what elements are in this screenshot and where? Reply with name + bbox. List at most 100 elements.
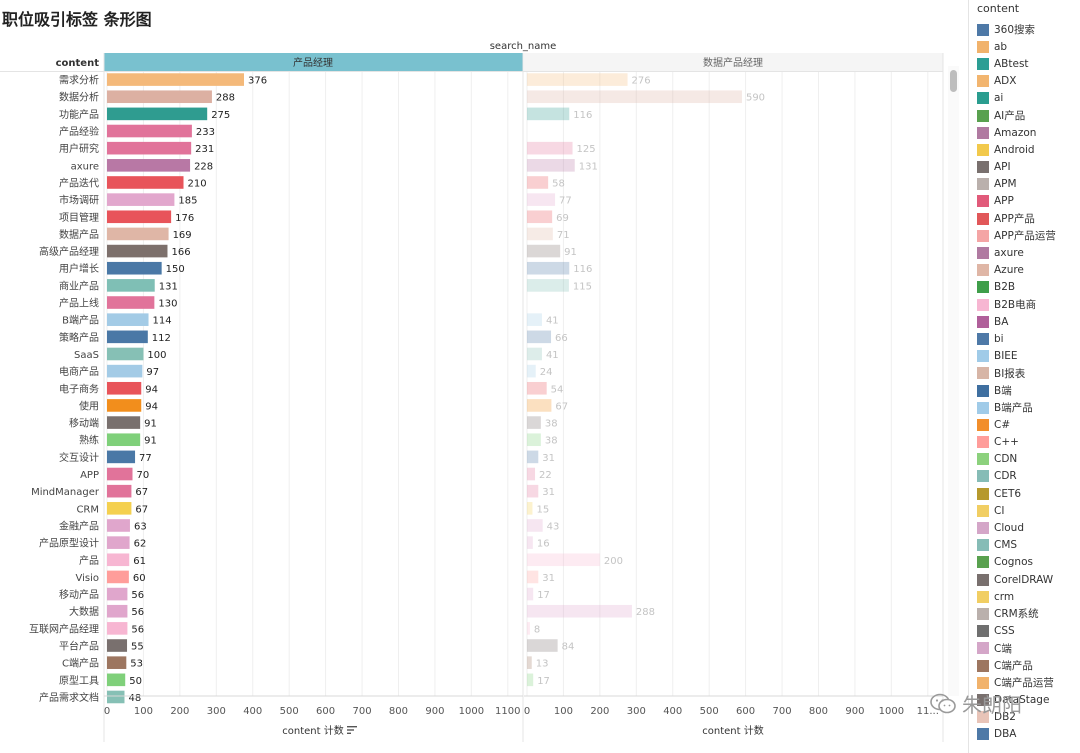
bar[interactable] bbox=[107, 244, 168, 258]
bar[interactable] bbox=[527, 502, 533, 515]
bar[interactable] bbox=[527, 622, 530, 635]
bar[interactable] bbox=[107, 416, 141, 429]
legend-item[interactable]: ADX bbox=[977, 73, 1056, 90]
bar[interactable] bbox=[527, 381, 547, 395]
vertical-scrollbar-track[interactable] bbox=[948, 66, 959, 696]
legend-item[interactable]: BI报表 bbox=[977, 365, 1056, 382]
bar[interactable] bbox=[107, 124, 192, 138]
bar[interactable] bbox=[107, 433, 141, 447]
legend-item[interactable]: CMS bbox=[977, 537, 1056, 554]
legend-item[interactable]: APP产品 bbox=[977, 210, 1056, 227]
bar[interactable] bbox=[527, 570, 539, 584]
sort-icon[interactable] bbox=[346, 724, 358, 736]
bar[interactable] bbox=[527, 484, 539, 498]
legend-item[interactable]: 360搜索 bbox=[977, 21, 1056, 38]
bar[interactable] bbox=[107, 364, 143, 378]
bar[interactable] bbox=[527, 467, 536, 481]
legend-item[interactable]: DataStage bbox=[977, 691, 1056, 708]
bar[interactable] bbox=[527, 639, 558, 652]
bar[interactable] bbox=[527, 673, 534, 687]
legend-item[interactable]: CET6 bbox=[977, 485, 1056, 502]
bar[interactable] bbox=[527, 364, 536, 378]
bar[interactable] bbox=[107, 570, 129, 584]
legend-item[interactable]: B2B bbox=[977, 279, 1056, 296]
legend-item[interactable]: Azure bbox=[977, 262, 1056, 279]
bar[interactable] bbox=[527, 227, 553, 241]
bar[interactable] bbox=[527, 587, 534, 601]
bar[interactable] bbox=[527, 519, 543, 532]
bar[interactable] bbox=[527, 656, 532, 669]
bar[interactable] bbox=[527, 244, 561, 258]
bar[interactable] bbox=[107, 673, 126, 687]
bar[interactable] bbox=[107, 210, 172, 224]
legend-item[interactable]: CorelDRAW bbox=[977, 571, 1056, 588]
bar[interactable] bbox=[107, 639, 128, 652]
bar[interactable] bbox=[107, 261, 162, 275]
bar[interactable] bbox=[527, 210, 553, 224]
legend-item[interactable]: BA bbox=[977, 313, 1056, 330]
legend-item[interactable]: axure bbox=[977, 244, 1056, 261]
bar[interactable] bbox=[107, 484, 132, 498]
legend-item[interactable]: C# bbox=[977, 416, 1056, 433]
bar[interactable] bbox=[527, 193, 556, 206]
bar[interactable] bbox=[107, 279, 155, 292]
legend-item[interactable]: Cognos bbox=[977, 554, 1056, 571]
bar[interactable] bbox=[527, 416, 541, 429]
legend-item[interactable]: C端 bbox=[977, 640, 1056, 657]
bar[interactable] bbox=[107, 467, 133, 481]
bar[interactable] bbox=[107, 176, 184, 189]
bar[interactable] bbox=[527, 604, 632, 618]
bar[interactable] bbox=[107, 107, 208, 121]
bar[interactable] bbox=[527, 107, 570, 121]
legend-item[interactable]: CI bbox=[977, 502, 1056, 519]
bar[interactable] bbox=[107, 587, 128, 601]
bar[interactable] bbox=[107, 347, 144, 361]
bar[interactable] bbox=[107, 519, 130, 532]
panel-header-data-product-manager[interactable] bbox=[524, 53, 943, 72]
legend-item[interactable]: Cloud bbox=[977, 519, 1056, 536]
bar[interactable] bbox=[107, 690, 125, 704]
legend-item[interactable]: DBA bbox=[977, 726, 1056, 743]
bar[interactable] bbox=[527, 399, 552, 412]
legend-item[interactable]: C端产品 bbox=[977, 657, 1056, 674]
bar[interactable] bbox=[527, 261, 570, 275]
bar[interactable] bbox=[107, 553, 130, 567]
legend-item[interactable]: APP产品运营 bbox=[977, 227, 1056, 244]
bar[interactable] bbox=[107, 193, 175, 206]
legend-item[interactable]: APP bbox=[977, 193, 1056, 210]
legend-item[interactable]: Amazon bbox=[977, 124, 1056, 141]
bar[interactable] bbox=[527, 433, 541, 447]
bar[interactable] bbox=[107, 656, 127, 669]
legend-item[interactable]: C端产品运营 bbox=[977, 674, 1056, 691]
bar[interactable] bbox=[107, 296, 155, 309]
bar[interactable] bbox=[527, 159, 575, 172]
legend-item[interactable]: API bbox=[977, 159, 1056, 176]
bar[interactable] bbox=[107, 399, 142, 412]
bar[interactable] bbox=[107, 604, 128, 618]
bar[interactable] bbox=[107, 622, 128, 635]
bar[interactable] bbox=[527, 536, 533, 549]
legend-item[interactable]: APM bbox=[977, 176, 1056, 193]
bar[interactable] bbox=[107, 502, 132, 515]
legend-item[interactable]: CDR bbox=[977, 468, 1056, 485]
legend-item[interactable]: ai bbox=[977, 90, 1056, 107]
legend-item[interactable]: CRM系统 bbox=[977, 605, 1056, 622]
legend-item[interactable]: ab bbox=[977, 38, 1056, 55]
bar[interactable] bbox=[527, 176, 549, 189]
bar[interactable] bbox=[527, 553, 600, 567]
legend-item[interactable]: AI产品 bbox=[977, 107, 1056, 124]
bar[interactable] bbox=[527, 90, 742, 104]
legend-item[interactable]: bi bbox=[977, 330, 1056, 347]
bar[interactable] bbox=[527, 450, 539, 464]
legend-item[interactable]: B2B电商 bbox=[977, 296, 1056, 313]
legend-item[interactable]: crm bbox=[977, 588, 1056, 605]
bar[interactable] bbox=[527, 279, 569, 292]
bar[interactable] bbox=[107, 227, 169, 241]
legend-item[interactable]: B端 bbox=[977, 382, 1056, 399]
legend-item[interactable]: CDN bbox=[977, 451, 1056, 468]
bar[interactable] bbox=[527, 347, 542, 361]
legend-item[interactable]: ABtest bbox=[977, 55, 1056, 72]
bar[interactable] bbox=[107, 73, 244, 86]
bar[interactable] bbox=[107, 141, 192, 155]
bar[interactable] bbox=[527, 330, 552, 344]
